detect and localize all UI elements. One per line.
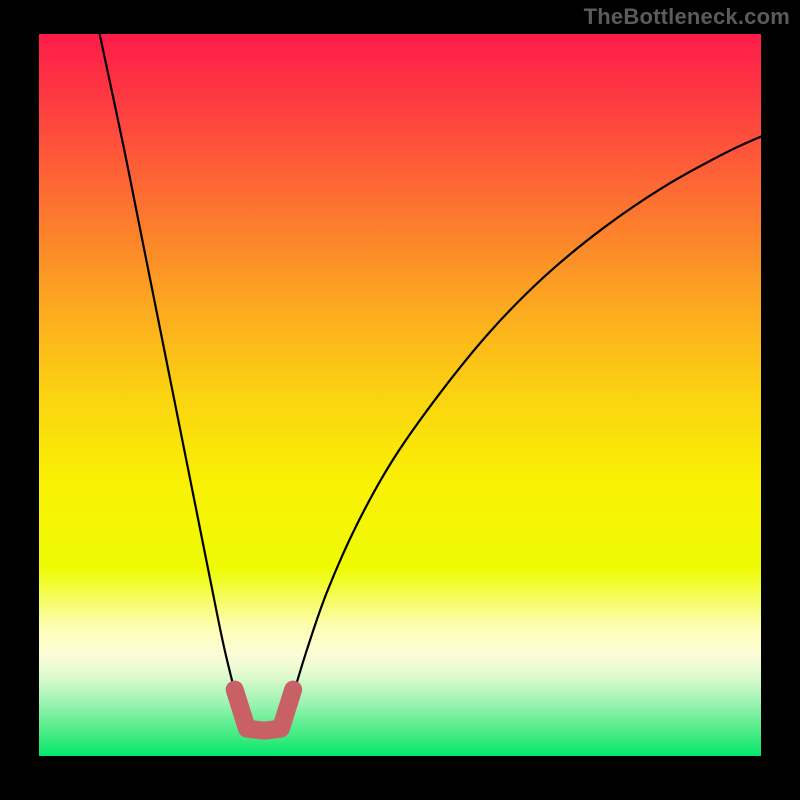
watermark-text: TheBottleneck.com: [584, 4, 790, 30]
chart-frame: TheBottleneck.com: [0, 0, 800, 800]
plot-svg: [39, 34, 761, 756]
plot-area: [39, 34, 761, 756]
